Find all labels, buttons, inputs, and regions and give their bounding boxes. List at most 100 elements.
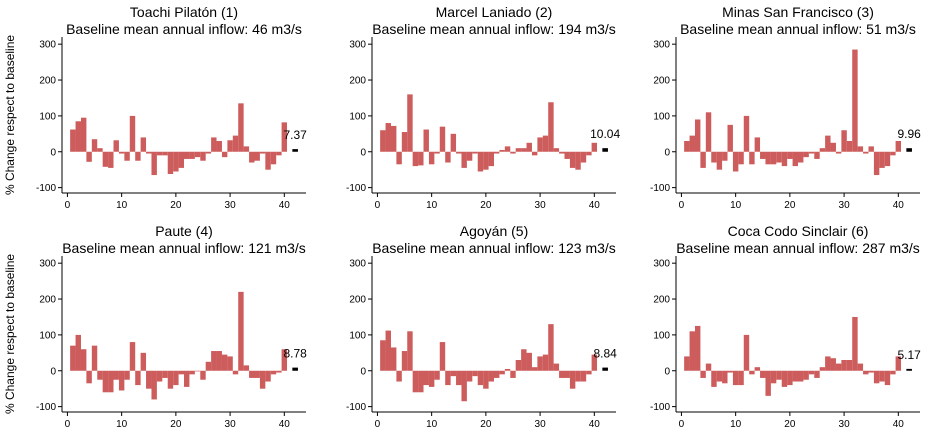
bar	[173, 370, 179, 386]
bar	[895, 356, 902, 371]
bar	[591, 142, 598, 152]
bar	[227, 140, 233, 152]
bar	[808, 370, 815, 375]
bar	[694, 325, 701, 371]
bar	[559, 370, 565, 378]
bar	[254, 151, 260, 161]
x-tick-label: 30	[225, 200, 237, 211]
y-axis-label: % Change respect to baseline	[3, 35, 17, 195]
bar	[401, 132, 408, 152]
bar	[841, 130, 847, 152]
bar	[819, 148, 826, 152]
bar	[472, 370, 478, 377]
x-tick-label: 10	[730, 419, 742, 430]
bar	[75, 334, 81, 371]
bar	[184, 151, 190, 159]
bar	[738, 370, 744, 386]
bar	[548, 102, 554, 152]
bar	[553, 148, 560, 152]
bar	[537, 356, 543, 371]
bar	[798, 151, 804, 163]
bar	[722, 151, 728, 161]
bar	[722, 370, 728, 384]
mean-change-label: 5.17	[897, 348, 921, 362]
bar	[689, 135, 695, 152]
bar	[456, 370, 462, 386]
panel-subtitle: Baseline mean annual inflow: 194 m3/s	[372, 21, 616, 37]
mean-change-marker	[292, 149, 298, 152]
bar	[846, 141, 853, 152]
bar	[461, 151, 467, 168]
bar	[124, 370, 130, 380]
bar	[825, 135, 831, 152]
bar	[281, 349, 288, 371]
bar	[259, 151, 266, 154]
bar	[173, 151, 179, 172]
panel-title: Minas San Francisco (3)	[722, 4, 874, 20]
bar	[221, 354, 228, 371]
bar	[835, 151, 842, 154]
bar	[445, 151, 451, 163]
bar	[140, 137, 147, 152]
bar	[221, 151, 228, 158]
mean-change-marker	[602, 148, 608, 152]
y-tick-label: -100	[346, 402, 366, 413]
bar	[765, 151, 771, 165]
bar	[390, 125, 397, 152]
chart-panel-4: Paute (4)Baseline mean annual inflow: 12…	[36, 223, 307, 430]
x-tick-label: 0	[375, 200, 381, 211]
bar	[542, 354, 549, 371]
x-tick-label: 10	[426, 419, 438, 430]
bar	[456, 151, 462, 154]
bar	[254, 370, 260, 378]
bar	[526, 142, 532, 152]
bar	[200, 370, 206, 380]
y-tick-label: -100	[36, 183, 56, 194]
mean-change-marker	[292, 367, 298, 371]
y-tick-label: -100	[650, 183, 670, 194]
x-tick-label: 0	[65, 419, 71, 430]
bar	[684, 141, 690, 152]
x-tick-label: 40	[893, 419, 905, 430]
x-tick-label: 20	[784, 200, 796, 211]
bar	[575, 370, 581, 382]
bar	[265, 370, 271, 382]
bar	[86, 151, 92, 162]
bar	[151, 370, 157, 400]
bar	[781, 151, 788, 167]
chart-panel-2: Marcel Laniado (2)Baseline mean annual i…	[346, 4, 621, 211]
bar	[760, 151, 766, 159]
bar	[380, 340, 386, 371]
bar	[803, 151, 809, 158]
bar	[385, 123, 391, 152]
x-tick-label: 20	[170, 419, 182, 430]
bar	[792, 370, 798, 382]
y-tick-label: 200	[39, 76, 56, 87]
bar	[863, 370, 869, 375]
x-tick-label: 40	[589, 419, 601, 430]
bar	[879, 151, 885, 168]
bar	[792, 151, 798, 167]
bar	[732, 151, 739, 172]
panel-title: Coca Codo Sinclair (6)	[728, 223, 869, 239]
bar	[428, 151, 435, 165]
bar	[564, 370, 570, 378]
bar	[86, 370, 92, 384]
bar	[162, 370, 168, 378]
bar	[494, 370, 500, 378]
y-tick-label: 300	[653, 40, 670, 51]
panel-title: Agoyán (5)	[460, 223, 528, 239]
bar	[75, 121, 81, 152]
bar	[401, 351, 408, 371]
bar	[418, 370, 424, 393]
x-tick-label: 10	[426, 200, 438, 211]
bar	[178, 370, 184, 375]
bar	[108, 370, 114, 393]
bar	[407, 331, 413, 371]
bar	[194, 370, 201, 372]
bar	[716, 370, 723, 382]
bar	[80, 117, 87, 152]
bar	[705, 363, 712, 371]
y-tick-label: -100	[36, 402, 56, 413]
